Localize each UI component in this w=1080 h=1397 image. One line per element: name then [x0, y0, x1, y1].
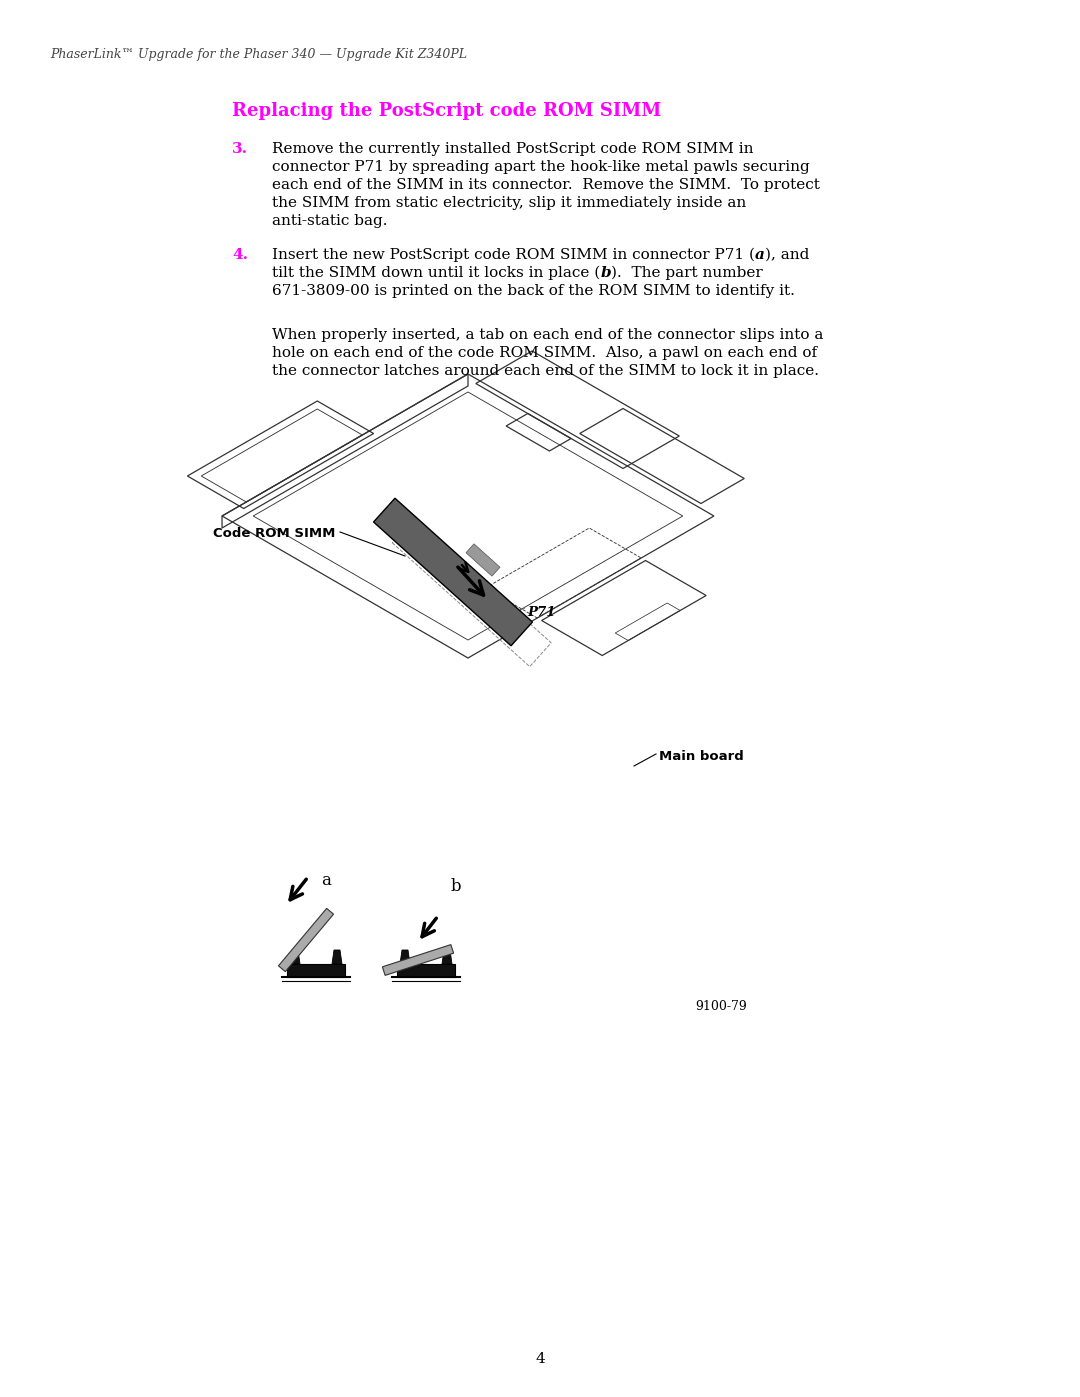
Polygon shape — [374, 499, 532, 645]
Text: 671-3809-00 is printed on the back of the ROM SIMM to identify it.: 671-3809-00 is printed on the back of th… — [272, 284, 795, 298]
Text: anti-static bag.: anti-static bag. — [272, 214, 388, 228]
Text: Remove the currently installed PostScript code ROM SIMM in: Remove the currently installed PostScrip… — [272, 142, 754, 156]
Text: connector P71 by spreading apart the hook-like metal pawls securing: connector P71 by spreading apart the hoo… — [272, 161, 810, 175]
Text: ).  The part number: ). The part number — [611, 265, 762, 281]
Polygon shape — [332, 950, 342, 964]
Text: each end of the SIMM in its connector.  Remove the SIMM.  To protect: each end of the SIMM in its connector. R… — [272, 177, 820, 191]
Text: the SIMM from static electricity, slip it immediately inside an: the SIMM from static electricity, slip i… — [272, 196, 746, 210]
Polygon shape — [382, 944, 454, 975]
Polygon shape — [287, 964, 345, 977]
Text: 4: 4 — [535, 1352, 545, 1366]
Text: b: b — [600, 265, 611, 279]
Polygon shape — [400, 950, 410, 964]
Text: Replacing the PostScript code ROM SIMM: Replacing the PostScript code ROM SIMM — [232, 102, 661, 120]
Text: P71: P71 — [527, 606, 555, 619]
Text: 3.: 3. — [232, 142, 248, 156]
Text: hole on each end of the code ROM SIMM.  Also, a pawl on each end of: hole on each end of the code ROM SIMM. A… — [272, 346, 818, 360]
Polygon shape — [442, 950, 453, 964]
Text: Insert the new PostScript code ROM SIMM in connector P71 (: Insert the new PostScript code ROM SIMM … — [272, 249, 755, 263]
Text: a: a — [321, 872, 330, 888]
Polygon shape — [465, 543, 500, 576]
Text: When properly inserted, a tab on each end of the connector slips into a: When properly inserted, a tab on each en… — [272, 328, 823, 342]
Text: ), and: ), and — [765, 249, 809, 263]
Text: tilt the SIMM down until it locks in place (: tilt the SIMM down until it locks in pla… — [272, 265, 600, 281]
Text: 4.: 4. — [232, 249, 248, 263]
Polygon shape — [279, 908, 334, 972]
Text: 9100-79: 9100-79 — [696, 1000, 746, 1013]
Text: Code ROM SIMM: Code ROM SIMM — [213, 527, 336, 541]
Text: the connector latches around each end of the SIMM to lock it in place.: the connector latches around each end of… — [272, 365, 819, 379]
Text: PhaserLink™ Upgrade for the Phaser 340 — Upgrade Kit Z340PL: PhaserLink™ Upgrade for the Phaser 340 —… — [50, 47, 467, 61]
Text: Main board: Main board — [659, 750, 744, 763]
Text: b: b — [451, 877, 461, 895]
Polygon shape — [291, 950, 300, 964]
Text: a: a — [755, 249, 765, 263]
Polygon shape — [397, 964, 455, 977]
